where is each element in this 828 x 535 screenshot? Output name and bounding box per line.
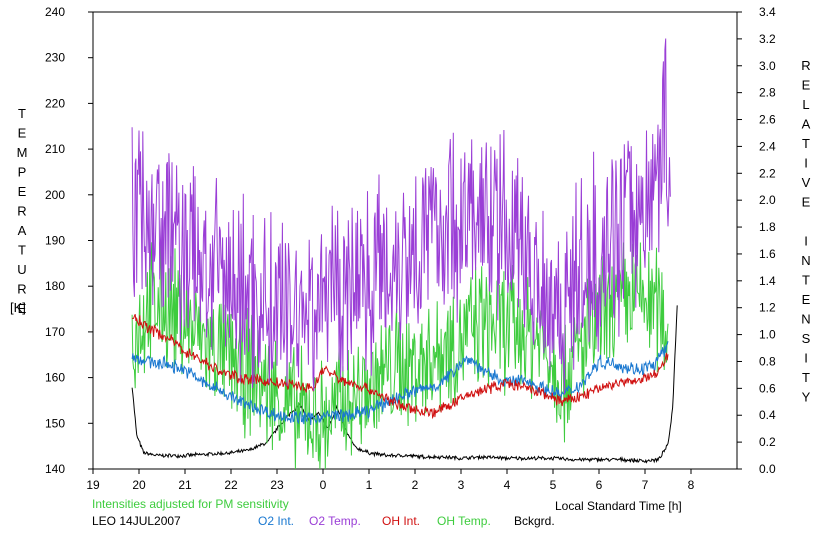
y-right-tick-label: 2.2 — [759, 166, 776, 180]
y-right-tick-label: 2.8 — [759, 86, 776, 100]
x-tick-label: 21 — [178, 478, 192, 492]
y-left-tick-label: 170 — [45, 325, 65, 339]
y-right-tick-label: 0.6 — [759, 381, 776, 395]
x-tick-label: 8 — [688, 478, 695, 492]
y-right-tick-label: 1.2 — [759, 301, 776, 315]
y-right-tick-label: 1.4 — [759, 274, 776, 288]
legend-entry: O2 Int. — [258, 514, 294, 528]
legend: O2 Int. O2 Temp. OH Int. OH Temp. Bckgrd. — [258, 514, 555, 528]
y-right-tick-label: 0.8 — [759, 354, 776, 368]
x-tick-label: 3 — [458, 478, 465, 492]
legend-entry: Bckgrd. — [514, 514, 555, 528]
x-tick-label: 1 — [366, 478, 373, 492]
y-left-tick-label: 210 — [45, 142, 65, 156]
series-group — [131, 38, 678, 470]
chart-annotation: Intensities adjusted for PM sensitivity — [92, 497, 289, 511]
y-left-tick-label: 190 — [45, 234, 65, 248]
series-line-o2-int — [131, 341, 669, 426]
x-tick-label: 20 — [132, 478, 146, 492]
x-tick-label: 4 — [504, 478, 511, 492]
y-right-tick-label: 0.4 — [759, 408, 776, 422]
y-right-tick-label: 2.6 — [759, 113, 776, 127]
y-left-tick-label: 160 — [45, 371, 65, 385]
series-line-bckgrd — [131, 305, 678, 464]
y-left-tick-label: 140 — [45, 462, 65, 476]
y-right-tick-label: 3.2 — [759, 32, 776, 46]
y-left-tick-label: 220 — [45, 96, 65, 110]
legend-entry: OH Temp. — [437, 514, 491, 528]
y-right-tick-label: 2.4 — [759, 139, 776, 153]
y-right-tick-label: 0.0 — [759, 462, 776, 476]
x-tick-label: 0 — [320, 478, 327, 492]
x-tick-label: 5 — [550, 478, 557, 492]
station-label: LEO 14JUL2007 — [92, 514, 181, 528]
y-left-tick-label: 150 — [45, 416, 65, 430]
x-tick-label: 22 — [224, 478, 238, 492]
y-right-tick-label: 3.0 — [759, 59, 776, 73]
x-tick-label: 19 — [86, 478, 100, 492]
y-left-tick-label: 200 — [45, 188, 65, 202]
x-axis-ticks: 19 20 21 22 23 0 1 2 3 4 5 6 7 8 — [86, 469, 695, 492]
y-right-tick-label: 0.2 — [759, 435, 776, 449]
series-line-oh-int — [131, 314, 669, 420]
y-left-tick-label: 240 — [45, 5, 65, 19]
y-right-tick-label: 2.0 — [759, 193, 776, 207]
legend-entry: OH Int. — [382, 514, 420, 528]
series-line-oh-temp — [131, 242, 669, 470]
x-tick-label: 2 — [412, 478, 419, 492]
x-tick-label: 23 — [270, 478, 284, 492]
y-right-tick-label: 1.0 — [759, 328, 776, 342]
x-axis-title: Local Standard Time [h] — [555, 499, 682, 513]
y-left-axis-ticks: 140 150 160 170 180 190 200 210 220 230 240 — [45, 5, 93, 476]
y-right-tick-label: 3.4 — [759, 5, 776, 19]
y-left-tick-label: 230 — [45, 51, 65, 65]
series-line-o2-temp — [131, 38, 671, 395]
y-left-tick-label: 180 — [45, 279, 65, 293]
legend-entry: O2 Temp. — [309, 514, 361, 528]
x-tick-label: 6 — [596, 478, 603, 492]
y-right-tick-label: 1.8 — [759, 220, 776, 234]
x-tick-label: 7 — [642, 478, 649, 492]
y-right-axis-ticks: 0.0 0.2 0.4 0.6 0.8 1.0 1.2 1.4 1.6 1.8 2.0 2.2 2.4 2… — [737, 5, 776, 476]
y-right-tick-label: 1.6 — [759, 247, 776, 261]
y-left-axis-unit: [K] — [10, 300, 26, 315]
